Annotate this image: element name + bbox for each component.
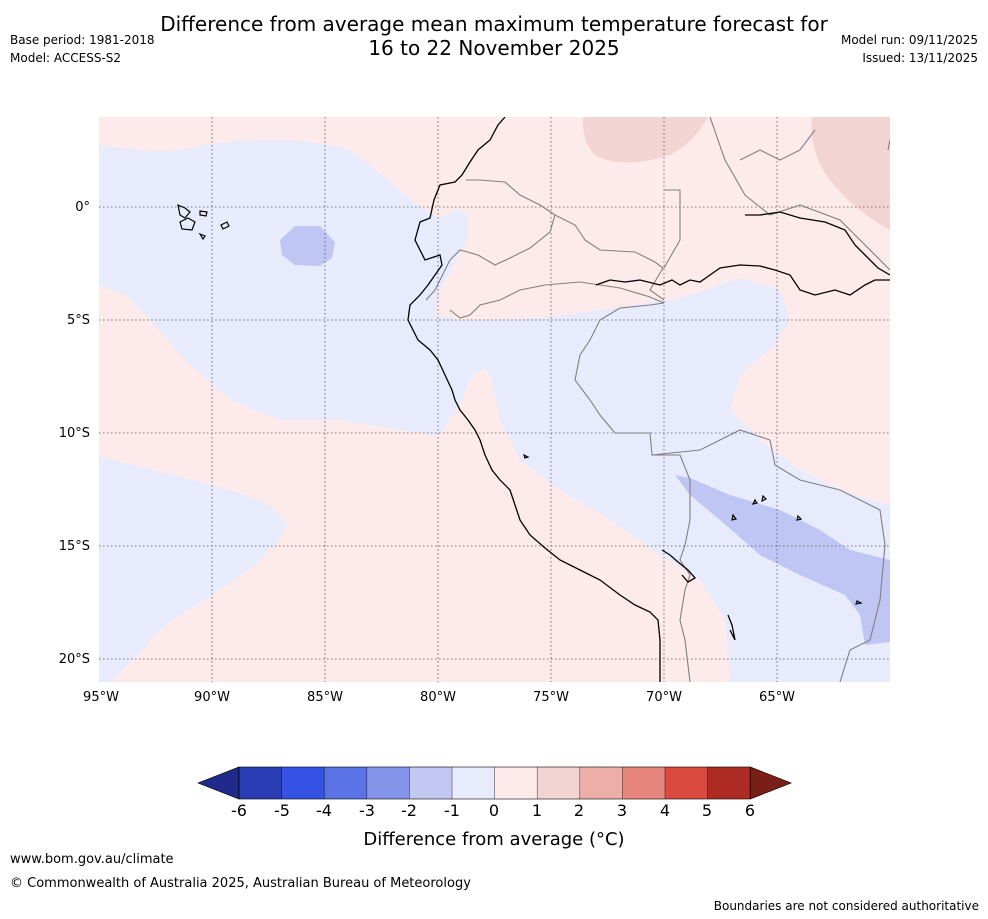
colorbar-swatch bbox=[281, 767, 325, 799]
colorbar-swatch bbox=[324, 767, 368, 799]
islands bbox=[177, 203, 863, 605]
colorbar-ticks: -6 -5 -4 -3 -2 -1 0 1 2 3 4 5 6 bbox=[231, 801, 755, 820]
colorbar-tick: 6 bbox=[745, 801, 755, 820]
colorbar bbox=[197, 766, 793, 800]
colorbar-swatch bbox=[409, 767, 453, 799]
lon-label: 75°W bbox=[533, 690, 569, 705]
warm-1-2-region-north bbox=[582, 117, 708, 163]
colorbar-tick: -2 bbox=[401, 801, 417, 820]
lat-label: 5°S bbox=[67, 313, 90, 328]
cool-2-1-band-land bbox=[675, 475, 890, 645]
colorbar-swatch bbox=[537, 767, 581, 799]
coastline bbox=[407, 117, 890, 682]
footer-copyright: © Commonwealth of Australia 2025, Austra… bbox=[10, 876, 471, 891]
lon-label: 85°W bbox=[307, 690, 343, 705]
colorbar-tick: 2 bbox=[574, 801, 584, 820]
lat-label: 15°S bbox=[59, 539, 90, 554]
model-run: Model run: 09/11/2025 bbox=[840, 33, 978, 47]
colorbar-extend-low bbox=[197, 766, 240, 800]
colorbar-swatch bbox=[366, 767, 410, 799]
title-line-1: Difference from average mean maximum tem… bbox=[160, 12, 828, 36]
title-line-2: 16 to 22 November 2025 bbox=[368, 36, 620, 60]
colorbar-swatch bbox=[579, 767, 623, 799]
lon-label: 95°W bbox=[83, 690, 119, 705]
meta-left: Base period: 1981-2018 Model: ACCESS-S2 bbox=[10, 31, 155, 67]
lon-label: 65°W bbox=[759, 690, 795, 705]
lat-label: 20°S bbox=[59, 652, 90, 667]
model-name: Model: ACCESS-S2 bbox=[10, 51, 122, 65]
map-area bbox=[99, 117, 890, 682]
warm-1-2-region-east bbox=[811, 117, 890, 230]
colorbar-tick: 5 bbox=[702, 801, 712, 820]
lon-label: 90°W bbox=[194, 690, 230, 705]
colorbar-title: Difference from average (°C) bbox=[363, 829, 624, 850]
colorbar-swatch bbox=[622, 767, 666, 799]
meta-right: Model run: 09/11/2025 Issued: 13/11/2025 bbox=[841, 31, 978, 67]
lat-label: 0° bbox=[75, 200, 90, 215]
colorbar-tick: -6 bbox=[231, 801, 247, 820]
colorbar-tick: 4 bbox=[660, 801, 670, 820]
colorbar-tick: -5 bbox=[274, 801, 290, 820]
colorbar-tick: -1 bbox=[444, 801, 460, 820]
lat-label: 10°S bbox=[59, 426, 90, 441]
colorbar-swatch bbox=[707, 767, 751, 799]
longitude-labels: 95°W 90°W 85°W 80°W 75°W 70°W 65°W bbox=[83, 690, 795, 705]
footer-url[interactable]: www.bom.gov.au/climate bbox=[10, 852, 174, 867]
colorbar-tick: -4 bbox=[316, 801, 332, 820]
base-period: Base period: 1981-2018 bbox=[10, 33, 155, 47]
cool-2-1-blob-ocean bbox=[280, 226, 335, 266]
colorbar-tick: 3 bbox=[617, 801, 627, 820]
cool-ocean-region bbox=[99, 139, 890, 682]
issued-date: Issued: 13/11/2025 bbox=[862, 51, 978, 65]
colorbar-swatch bbox=[494, 767, 538, 799]
colorbar-swatch bbox=[665, 767, 709, 799]
colorbar-swatch bbox=[452, 767, 496, 799]
lon-label: 70°W bbox=[646, 690, 682, 705]
lon-label: 80°W bbox=[420, 690, 456, 705]
colorbar-tick: -3 bbox=[359, 801, 375, 820]
colorbar-extend-high bbox=[749, 766, 793, 800]
colorbar-swatch bbox=[239, 767, 283, 799]
cool-ocean-region-south bbox=[99, 456, 287, 682]
map-title: Difference from average mean maximum tem… bbox=[0, 12, 988, 60]
colorbar-tick: 1 bbox=[532, 801, 542, 820]
colorbar-tick: 0 bbox=[489, 801, 499, 820]
country-borders bbox=[425, 117, 890, 682]
latitude-labels: 0° 5°S 10°S 15°S 20°S bbox=[59, 200, 90, 667]
footer-disclaimer: Boundaries are not considered authoritat… bbox=[713, 899, 979, 913]
